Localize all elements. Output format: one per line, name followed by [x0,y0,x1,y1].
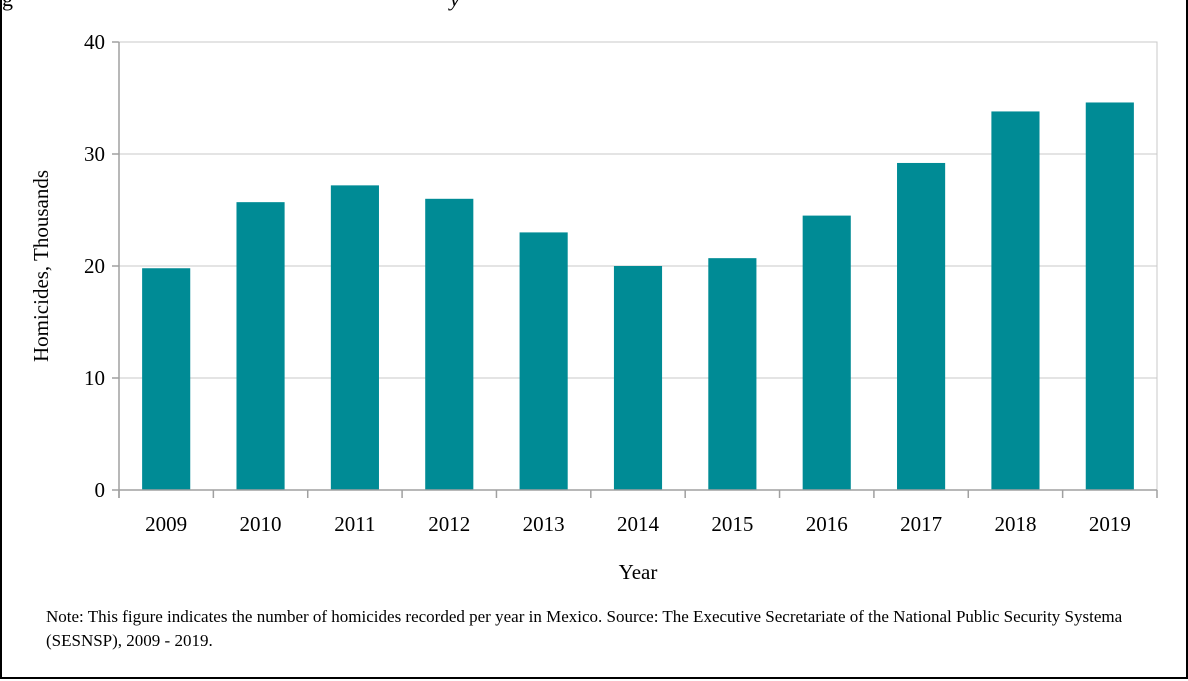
y-tick-label: 30 [84,142,105,166]
bar-2010 [236,202,285,490]
bar-2012 [425,198,474,491]
bar-2009 [142,268,191,490]
x-tick-label: 2017 [900,512,942,536]
y-tick-label: 20 [84,254,105,278]
x-axis-label: Year [619,560,658,584]
figure-note: Note: This figure indicates the number o… [46,607,1123,650]
x-tick-label: 2011 [334,512,375,536]
bar-2019 [1085,102,1134,490]
y-tick-labels: 0 10 20 30 40 [84,30,105,502]
bar-2013 [519,232,568,490]
x-tick-label: 2012 [428,512,470,536]
y-axis-label: Homicides, Thousands [29,170,53,362]
x-tick-label: 2010 [240,512,282,536]
bar-2015 [708,258,757,490]
bar-2016 [802,215,851,490]
x-tick-label: 2015 [711,512,753,536]
bar-2017 [897,162,946,490]
cropped-caption-fragment: g [2,0,13,12]
x-tick-label: 2013 [523,512,565,536]
bar-2011 [330,185,379,491]
bar-2014 [613,266,663,490]
x-tick-label: 2009 [145,512,187,536]
y-tick-label: 10 [84,366,105,390]
x-tick-labels: 2009 2010 2011 2012 2013 2014 2015 2016 2017 2018… [145,512,1131,536]
bars [142,102,1134,491]
axes [118,42,1158,498]
x-tick-label: 2019 [1089,512,1131,536]
x-tick-label: 2018 [994,512,1036,536]
y-tick-label: 40 [84,30,105,54]
bar-2018 [991,111,1040,490]
x-tick-label: 2016 [806,512,848,536]
cropped-caption-fragment-2: y [450,0,460,12]
x-tick-label: 2014 [617,512,660,536]
y-tick-label: 0 [95,478,106,502]
